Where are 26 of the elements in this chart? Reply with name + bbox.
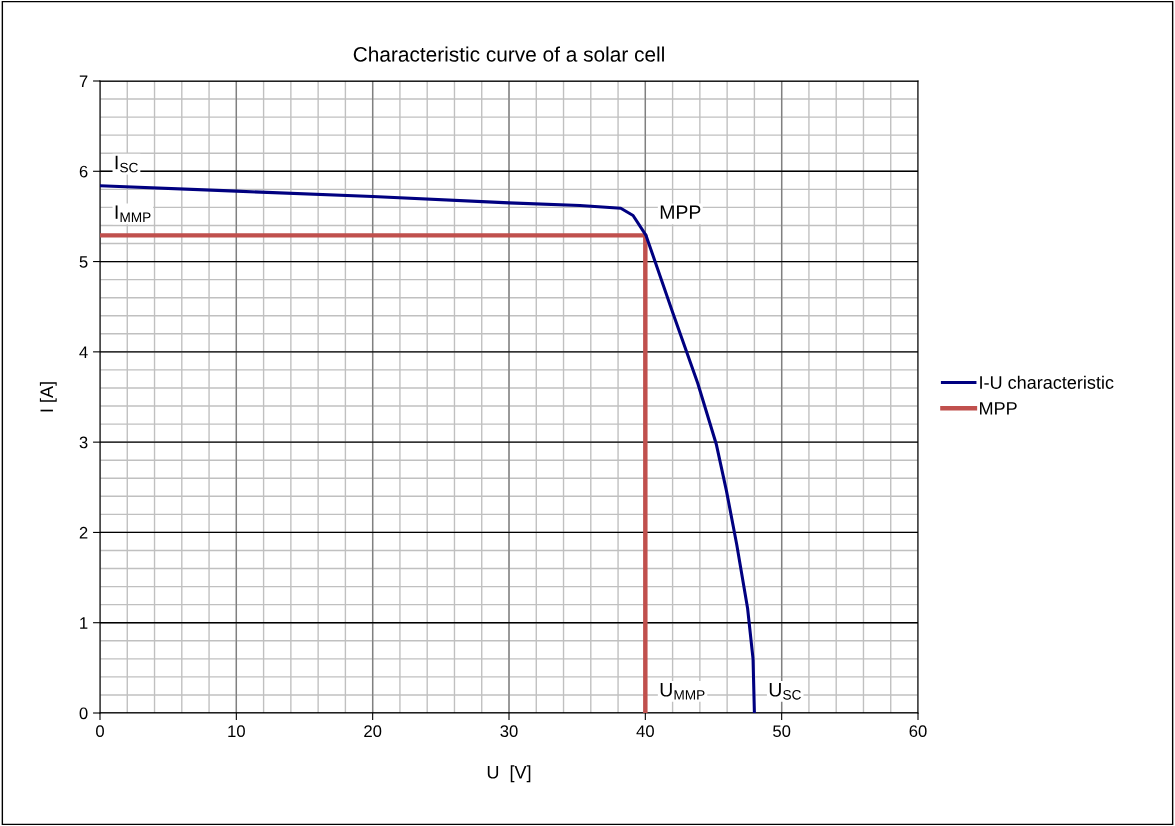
y-tick-label: 6 bbox=[79, 165, 88, 178]
legend-label: MPP bbox=[980, 402, 1017, 415]
x-tick-label: 0 bbox=[96, 725, 104, 738]
x-tick-label: 60 bbox=[909, 725, 927, 738]
legend-label: I-U characteristic bbox=[980, 375, 1114, 389]
x-tick-label: 10 bbox=[228, 725, 245, 738]
y-tick-label: 2 bbox=[79, 526, 88, 539]
x-tick-label: 30 bbox=[500, 725, 518, 738]
annotation: I$_{MMP}$ bbox=[115, 205, 151, 222]
annotation: U$_{MMP}$ bbox=[660, 683, 705, 700]
chart-title: Characteristic curve of a solar cell bbox=[353, 46, 664, 62]
y-tick-label: 0 bbox=[79, 707, 88, 720]
y-tick-label: 4 bbox=[79, 346, 88, 358]
y-tick-label: 3 bbox=[79, 436, 88, 449]
x-tick-label: 20 bbox=[364, 725, 382, 738]
y-tick-label: 7 bbox=[79, 75, 88, 88]
line-series bbox=[100, 184, 756, 713]
x-axis-title: U [V] bbox=[487, 765, 531, 783]
x-tick-label: 40 bbox=[636, 725, 654, 738]
y-tick-label: 5 bbox=[79, 256, 88, 268]
annotation: MPP bbox=[660, 205, 701, 219]
y-axis-title: I [A] bbox=[39, 382, 57, 412]
y-tick-label: 1 bbox=[80, 617, 88, 629]
annotation: I$_{SC}$ bbox=[115, 155, 138, 173]
annotation: U$_{SC}$ bbox=[769, 683, 801, 700]
x-tick-label: 50 bbox=[773, 725, 791, 738]
